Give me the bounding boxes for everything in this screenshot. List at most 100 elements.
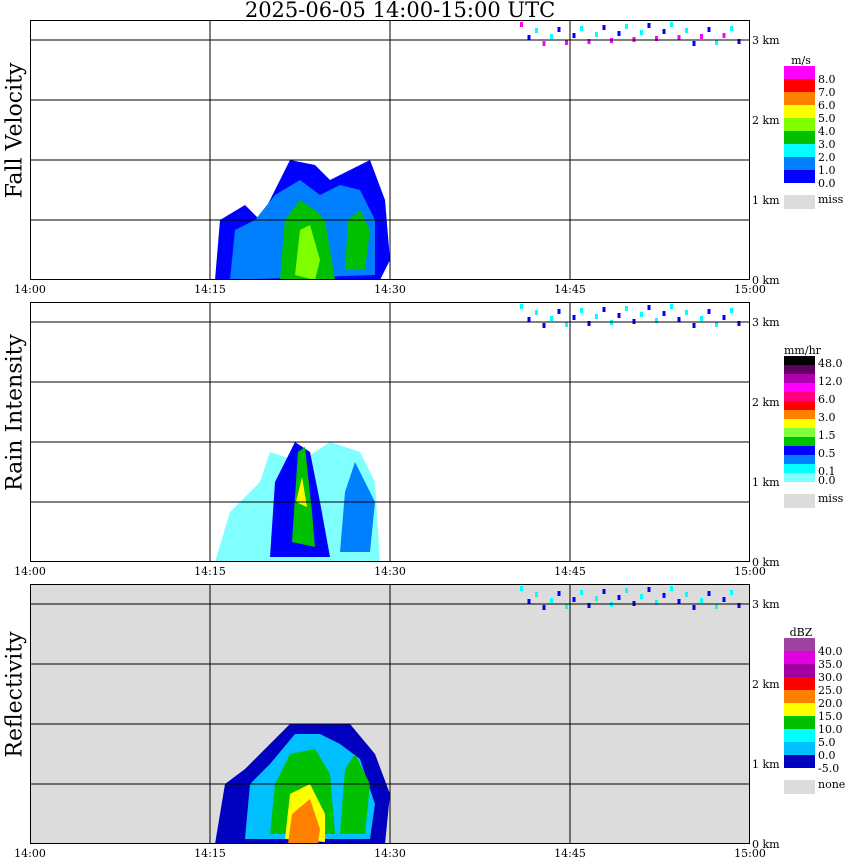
y-tick-label: 2 km: [752, 114, 780, 127]
legend-swatch: [784, 455, 815, 464]
legend-swatch: [784, 473, 815, 482]
legend-swatch: [784, 374, 815, 383]
echo-speckle: [580, 26, 583, 31]
echo-speckle: [685, 310, 688, 315]
echo-speckle: [625, 24, 628, 29]
x-tick-label: 14:15: [194, 565, 226, 578]
legend-swatch: [784, 170, 815, 183]
panel-fall-velocity: Fall Velocity 3 km 2 km 1 km 0 km 14:00 14:15 1…: [0, 0, 850, 296]
echo-speckle: [527, 599, 531, 604]
legend-swatch: [784, 716, 815, 729]
legend-label: 20.0: [818, 697, 843, 710]
legend-swatch: [784, 664, 815, 677]
echo-speckle: [580, 590, 583, 595]
legend-unit: mm/hr: [784, 344, 821, 357]
echo-speckle: [715, 322, 718, 327]
legend-missing-label: miss: [818, 193, 844, 206]
x-tick-label: 14:45: [554, 283, 586, 296]
echo-speckle: [730, 26, 733, 31]
legend-label: -5.0: [818, 762, 840, 775]
echo-speckle: [602, 307, 606, 312]
echo-speckle: [527, 35, 531, 40]
legend-swatch: [784, 144, 815, 157]
y-tick-label: 1 km: [752, 194, 780, 207]
plot-border: [30, 20, 750, 280]
y-tick-label: 1 km: [752, 476, 780, 489]
echo-speckle: [550, 316, 553, 321]
echo-speckle: [602, 25, 606, 30]
y-tick-label: 3 km: [752, 34, 780, 47]
echo-speckle: [595, 596, 598, 601]
echo-speckle: [565, 322, 568, 327]
echo-speckle: [520, 22, 523, 27]
echo-speckle: [617, 31, 621, 36]
legend-label: 10.0: [818, 723, 843, 736]
echo-speckle: [640, 312, 643, 317]
legend-swatch: [784, 755, 815, 768]
echo-speckle: [542, 41, 546, 46]
x-tick-label: 14:30: [374, 847, 406, 860]
legend-swatch: [784, 365, 815, 374]
legend-swatch: [784, 92, 815, 105]
echo-cell: [296, 477, 307, 507]
x-tick-label: 15:00: [734, 847, 766, 860]
echo-speckle: [662, 29, 666, 34]
legend-label: 6.0: [818, 99, 836, 112]
y-axis-label: Reflectivity: [2, 631, 28, 758]
echo-speckle: [595, 32, 598, 37]
legend-label: 0.5: [818, 447, 836, 460]
echo-speckle: [677, 317, 681, 322]
echo-speckle: [737, 603, 741, 608]
echo-speckle: [587, 39, 591, 44]
legend-label: 3.0: [818, 138, 836, 151]
legend-label: 5.0: [818, 112, 836, 125]
echo-speckle: [580, 308, 583, 313]
legend-swatch: [784, 66, 815, 79]
legend-swatch: [784, 651, 815, 664]
plot-area: [30, 20, 750, 280]
echo-speckle: [602, 589, 606, 594]
legend-label: 6.0: [818, 393, 836, 406]
echo-speckle: [662, 311, 666, 316]
x-tick-label: 14:45: [554, 565, 586, 578]
legend-label: 4.0: [818, 125, 836, 138]
legend-label: 35.0: [818, 658, 843, 671]
legend-label: 48.0: [818, 357, 843, 370]
legend-swatch: [784, 383, 815, 392]
legend-label: 15.0: [818, 710, 843, 723]
plot-border: [30, 302, 750, 562]
legend-swatch: [784, 410, 815, 419]
echo-speckle: [550, 34, 553, 39]
echo-speckle: [640, 594, 643, 599]
echo-speckle: [520, 304, 523, 309]
echo-speckle: [565, 604, 568, 609]
echo-speckle: [685, 28, 688, 33]
echo-speckle: [655, 600, 658, 605]
echo-speckle: [677, 599, 681, 604]
x-tick-label: 14:00: [14, 283, 46, 296]
echo-speckle: [557, 591, 561, 596]
echo-speckle: [647, 587, 651, 592]
legend-label: 0.0: [818, 474, 836, 487]
echo-speckle: [707, 591, 711, 596]
legend-label: 40.0: [818, 645, 843, 658]
echo-speckle: [737, 321, 741, 326]
echo-speckle: [617, 595, 621, 600]
y-tick-label: 0 km: [752, 556, 780, 569]
legend-label: 30.0: [818, 671, 843, 684]
legend-swatch: [784, 419, 815, 428]
legend-swatch: [784, 157, 815, 170]
y-tick-label: 1 km: [752, 758, 780, 771]
echo-speckle: [670, 22, 673, 27]
y-tick-label: 0 km: [752, 838, 780, 851]
legend-label: 2.0: [818, 151, 836, 164]
legend-swatch: [784, 464, 815, 473]
echo-speckle: [572, 597, 576, 602]
echo-speckle: [557, 27, 561, 32]
y-tick-label: 2 km: [752, 396, 780, 409]
x-tick-label: 15:00: [734, 565, 766, 578]
legend-missing-swatch: [784, 494, 815, 508]
legend-swatch: [784, 105, 815, 118]
panel-reflectivity: Reflectivity 3 km 2 km 1 km 0 km 14:00 14:15 14…: [0, 564, 850, 860]
echo-speckle: [572, 33, 576, 38]
